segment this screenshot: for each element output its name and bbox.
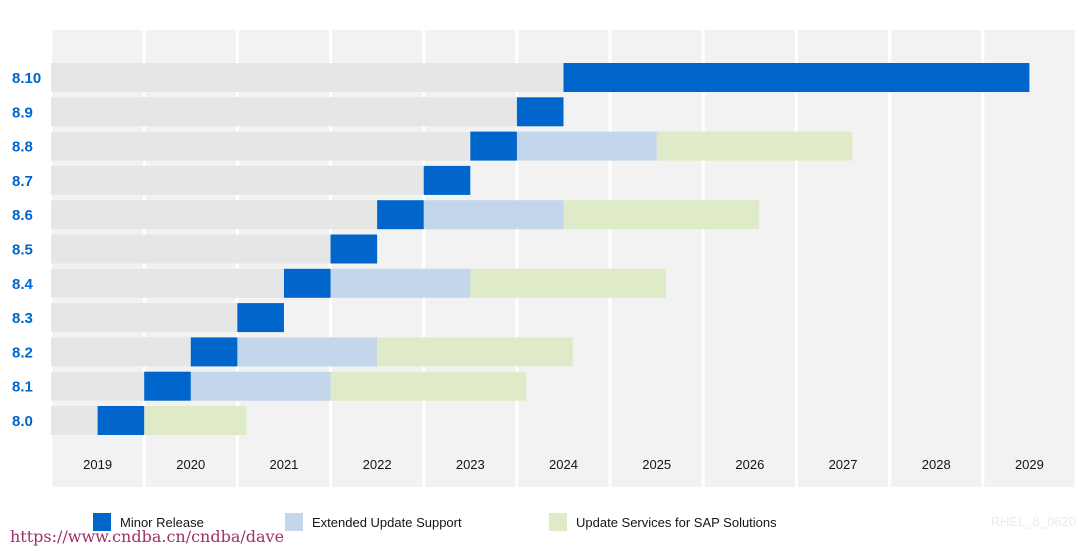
x-tick-label-2019: 2019 (83, 457, 112, 472)
minor-bar-8-5 (330, 234, 378, 264)
minor-bar-8-10 (563, 63, 1030, 92)
release-label-8-0: 8.0 (12, 413, 33, 430)
legend-label-sap-solutions: Update Services for SAP Solutions (576, 514, 777, 530)
x-tick-label-2023: 2023 (456, 457, 485, 472)
release-label-8-3: 8.3 (12, 310, 33, 327)
sap-bar-8-0 (144, 406, 247, 435)
image-id-watermark: RHEL_8_0620 (990, 514, 1076, 529)
minor-bar-8-9 (516, 97, 564, 127)
minor-bar-8-7 (423, 165, 471, 195)
year-column-2026 (704, 30, 795, 487)
timeline-track-8-2 (51, 337, 191, 367)
minor-bar-8-2 (190, 337, 238, 367)
year-column-2027 (797, 30, 889, 487)
release-timeline-chart: 8.108.98.88.78.68.58.48.38.28.18.0 2019 2… (12, 30, 1075, 487)
minor-bar-8-3 (237, 303, 284, 333)
x-tick-label-2027: 2027 (829, 457, 858, 472)
eus-bar-8-8 (516, 131, 657, 161)
x-tick-label-2028: 2028 (922, 457, 951, 472)
eus-bar-8-6 (423, 200, 564, 230)
x-tick-label-2026: 2026 (735, 457, 764, 472)
release-label-8-4: 8.4 (12, 276, 34, 293)
sap-bar-8-8 (656, 131, 853, 161)
release-label-8-9: 8.9 (12, 104, 33, 121)
release-label-8-10: 8.10 (12, 70, 41, 87)
timeline-track-8-4 (51, 268, 284, 298)
legend-label-extended-update-support: Extended Update Support (312, 514, 462, 530)
timeline-track-8-0 (51, 406, 98, 435)
eus-bar-8-4 (330, 268, 471, 298)
timeline-track-8-7 (51, 165, 424, 195)
release-tracks (51, 63, 564, 435)
release-bars (97, 63, 1030, 435)
release-label-8-5: 8.5 (12, 242, 33, 259)
x-tick-label-2025: 2025 (642, 457, 671, 472)
x-tick-label-2021: 2021 (269, 457, 298, 472)
eus-bar-8-2 (237, 337, 378, 367)
legend-item-sap-solutions: Update Services for SAP Solutions (549, 513, 777, 531)
release-label-8-7: 8.7 (12, 173, 33, 190)
sap-bar-8-6 (563, 200, 760, 230)
sap-bar-8-1 (330, 371, 527, 401)
legend-swatch-minor-release (93, 513, 111, 531)
minor-bar-8-0 (97, 406, 145, 435)
timeline-track-8-1 (51, 371, 145, 401)
timeline-track-8-6 (51, 200, 378, 230)
legend-label-minor-release: Minor Release (120, 514, 204, 530)
year-column-2029 (984, 30, 1075, 487)
release-label-8-2: 8.2 (12, 344, 33, 361)
timeline-track-8-3 (51, 303, 238, 333)
minor-bar-8-6 (377, 200, 424, 230)
sap-bar-8-4 (470, 268, 666, 298)
release-label-8-1: 8.1 (12, 379, 33, 396)
timeline-track-8-10 (51, 63, 564, 92)
legend: Minor Release Extended Update Support Up… (0, 513, 1078, 533)
legend-item-extended-update-support: Extended Update Support (285, 513, 462, 531)
legend-item-minor-release: Minor Release (93, 513, 204, 531)
timeline-track-8-8 (51, 131, 471, 161)
eus-bar-8-1 (190, 371, 331, 401)
timeline-track-8-9 (51, 97, 517, 127)
release-label-8-6: 8.6 (12, 207, 33, 224)
release-label-8-8: 8.8 (12, 139, 33, 156)
minor-bar-8-1 (144, 371, 191, 401)
source-url-watermark: https://www.cndba.cn/cndba/dave (10, 527, 285, 546)
year-column-2025 (611, 30, 702, 487)
x-tick-label-2022: 2022 (363, 457, 392, 472)
minor-bar-8-8 (470, 131, 517, 161)
timeline-track-8-5 (51, 234, 331, 264)
legend-swatch-sap-solutions (549, 513, 567, 531)
x-axis-ticks: 2019 2020 2021 2022 2023 2024 2025 2026 2027 2028… (83, 457, 1044, 472)
year-column-2028 (891, 30, 982, 487)
x-tick-label-2024: 2024 (549, 457, 578, 472)
legend-swatch-extended-update-support (285, 513, 303, 531)
x-tick-label-2020: 2020 (176, 457, 205, 472)
minor-bar-8-4 (283, 268, 331, 298)
release-labels: 8.10 8.9 8.8 8.7 8.6 8.5 8.4 8.3 8.2 8.1 8.0 (12, 70, 41, 430)
sap-bar-8-2 (377, 337, 573, 367)
x-tick-label-2029: 2029 (1015, 457, 1044, 472)
